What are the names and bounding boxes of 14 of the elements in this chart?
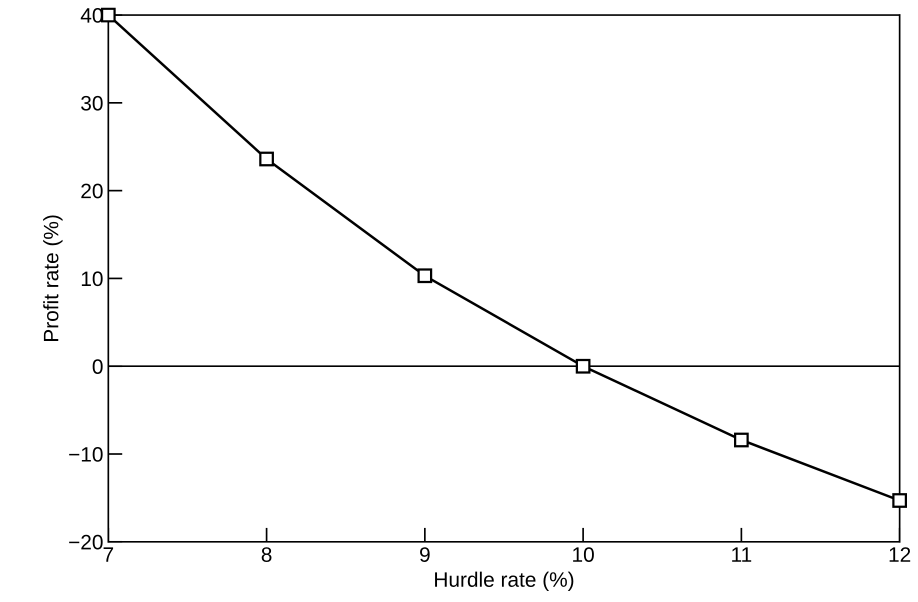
y-tick-label: 30 — [81, 96, 103, 111]
x-tick-label: 12 — [890, 547, 910, 562]
x-axis-title: Hurdle rate (%) — [435, 572, 574, 592]
x-tick-label: 10 — [573, 547, 594, 562]
y-tick-label: 0 — [92, 359, 103, 374]
x-tick-label: 11 — [732, 547, 752, 562]
y-tick-label: −20 — [69, 534, 103, 550]
y-tick-label: −10 — [69, 447, 103, 462]
y-tick-label: 10 — [82, 271, 103, 286]
y-tick-label: 20 — [81, 184, 103, 198]
x-tick-label: 9 — [420, 547, 430, 562]
x-tick-label: 7 — [104, 547, 114, 562]
x-tick-label: 8 — [262, 547, 272, 562]
y-axis-title: Profit rate (%) — [43, 215, 63, 341]
